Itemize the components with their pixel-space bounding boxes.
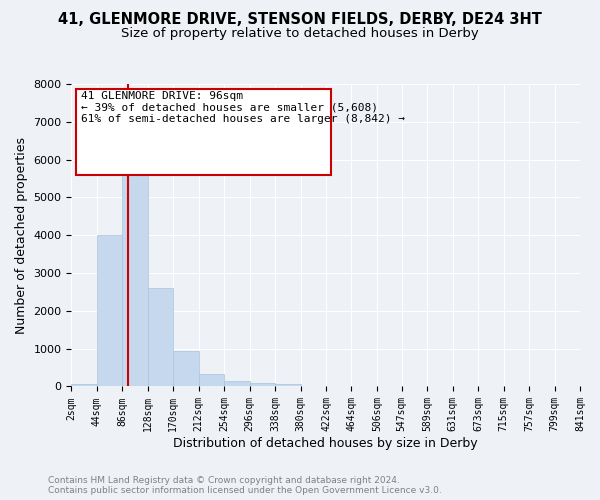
Bar	[250, 384, 275, 386]
Bar	[71, 384, 97, 386]
Text: Size of property relative to detached houses in Derby: Size of property relative to detached ho…	[121, 28, 479, 40]
Bar	[173, 350, 199, 386]
Bar	[122, 137, 148, 386]
Bar	[275, 384, 301, 386]
Text: 41, GLENMORE DRIVE, STENSON FIELDS, DERBY, DE24 3HT: 41, GLENMORE DRIVE, STENSON FIELDS, DERB…	[58, 12, 542, 28]
Bar	[199, 374, 224, 386]
Bar	[97, 235, 122, 386]
Bar	[148, 288, 173, 386]
X-axis label: Distribution of detached houses by size in Derby: Distribution of detached houses by size …	[173, 437, 478, 450]
Y-axis label: Number of detached properties: Number of detached properties	[15, 136, 28, 334]
Text: Contains HM Land Registry data © Crown copyright and database right 2024.
Contai: Contains HM Land Registry data © Crown c…	[48, 476, 442, 495]
Bar	[224, 381, 250, 386]
Text: 41 GLENMORE DRIVE: 96sqm
← 39% of detached houses are smaller (5,608)
61% of sem: 41 GLENMORE DRIVE: 96sqm ← 39% of detach…	[81, 91, 405, 124]
